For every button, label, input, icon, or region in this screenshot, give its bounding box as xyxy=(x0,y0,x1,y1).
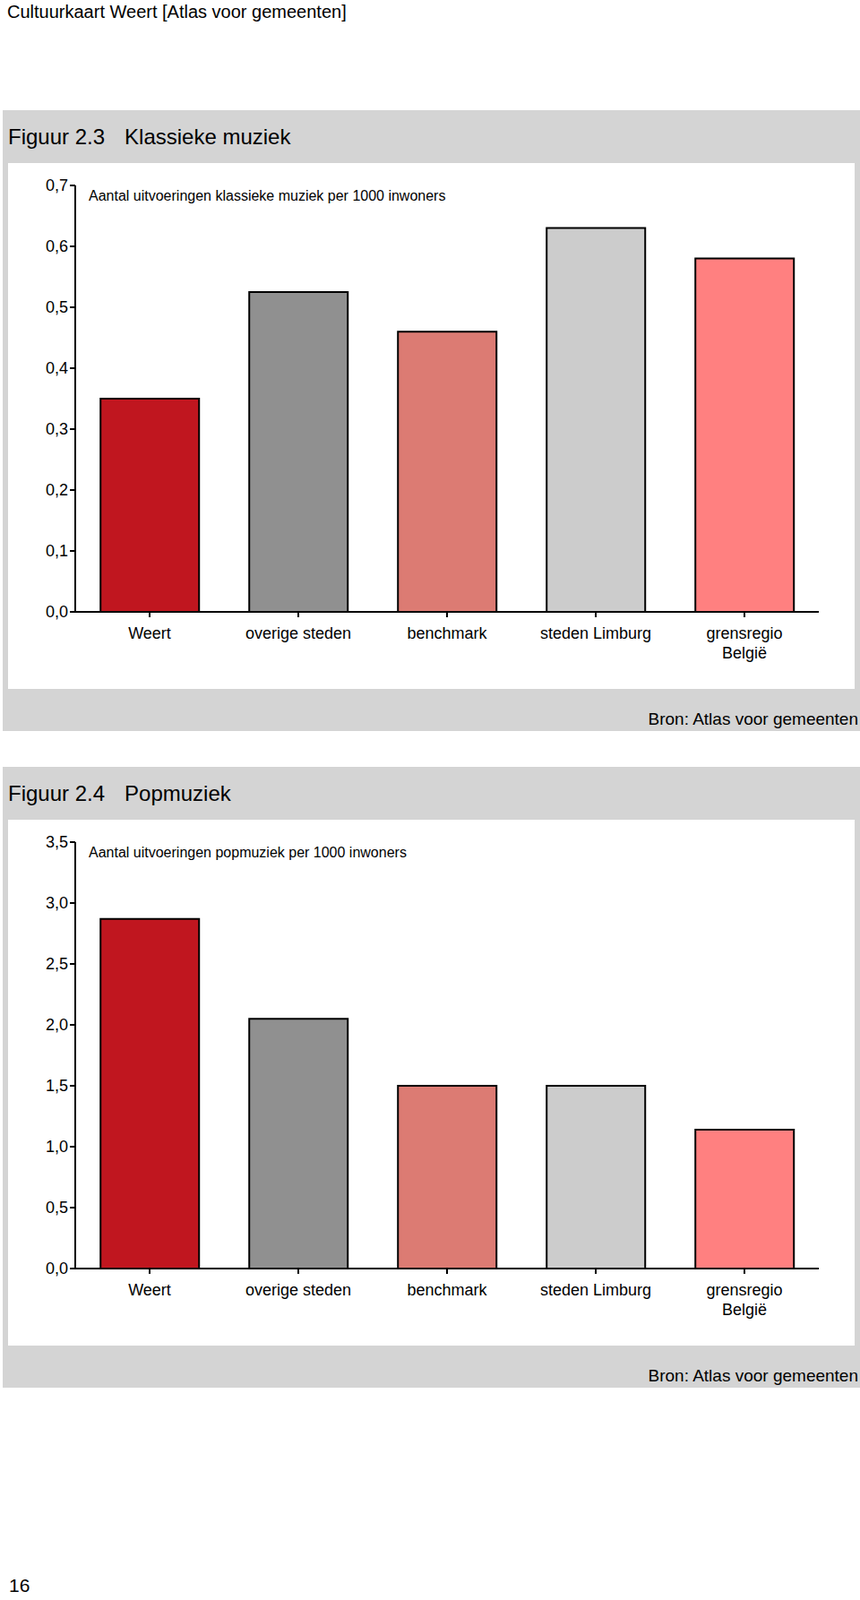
html-text:Klassieke muziek: Klassieke muziek xyxy=(124,124,291,149)
svg-text:Weert: Weert xyxy=(128,1281,172,1299)
svg-text:overige steden: overige steden xyxy=(245,1281,352,1299)
svg-text:0,5: 0,5 xyxy=(45,298,69,317)
html-text:Aantal uitvoeringen popmuziek: Aantal uitvoeringen popmuziek per 1000 i… xyxy=(88,844,407,860)
svg-text:grensregioBelgië: grensregioBelgië xyxy=(705,1281,783,1319)
html-text:16: 16 xyxy=(8,1574,30,1596)
svg-text:0,3: 0,3 xyxy=(45,420,69,439)
svg-text:steden Limburg: steden Limburg xyxy=(540,624,652,643)
svg-text:2,0: 2,0 xyxy=(45,1015,69,1034)
svg-text:1,5: 1,5 xyxy=(45,1076,69,1095)
svg-text:1,0: 1,0 xyxy=(45,1137,69,1156)
html-text:Cultuurkaart Weert [Atlas voor: Cultuurkaart Weert [Atlas voor gemeenten… xyxy=(7,1,347,22)
html-text:Popmuziek: Popmuziek xyxy=(124,780,231,805)
html-text:Figuur 2.4: Figuur 2.4 xyxy=(8,780,105,805)
html-text:Figuur 2.3: Figuur 2.3 xyxy=(8,124,105,149)
svg-text:3,5: 3,5 xyxy=(45,833,69,852)
svg-text:0,0: 0,0 xyxy=(45,1259,69,1278)
svg-text:benchmark: benchmark xyxy=(406,1281,488,1299)
svg-text:0,2: 0,2 xyxy=(45,481,69,499)
svg-text:2,5: 2,5 xyxy=(45,954,69,973)
svg-text:0,0: 0,0 xyxy=(45,602,69,621)
svg-text:0,5: 0,5 xyxy=(45,1198,69,1217)
svg-text:0,6: 0,6 xyxy=(45,237,69,256)
svg-text:0,7: 0,7 xyxy=(45,176,69,195)
svg-text:benchmark: benchmark xyxy=(406,624,488,643)
svg-text:0,1: 0,1 xyxy=(45,541,69,560)
html-text:Bron: Atlas voor gemeenten: Bron: Atlas voor gemeenten xyxy=(648,709,859,729)
svg-text:steden Limburg: steden Limburg xyxy=(540,1281,652,1299)
svg-text:0,4: 0,4 xyxy=(45,359,69,378)
svg-text:Weert: Weert xyxy=(128,624,172,643)
svg-text:overige steden: overige steden xyxy=(245,624,352,643)
svg-text:3,0: 3,0 xyxy=(45,894,69,912)
html-text:Bron: Atlas voor gemeenten: Bron: Atlas voor gemeenten xyxy=(648,1366,859,1385)
html-text:Aantal uitvoeringen klassieke: Aantal uitvoeringen klassieke muziek per… xyxy=(88,188,446,204)
svg-text:grensregioBelgië: grensregioBelgië xyxy=(705,624,783,663)
